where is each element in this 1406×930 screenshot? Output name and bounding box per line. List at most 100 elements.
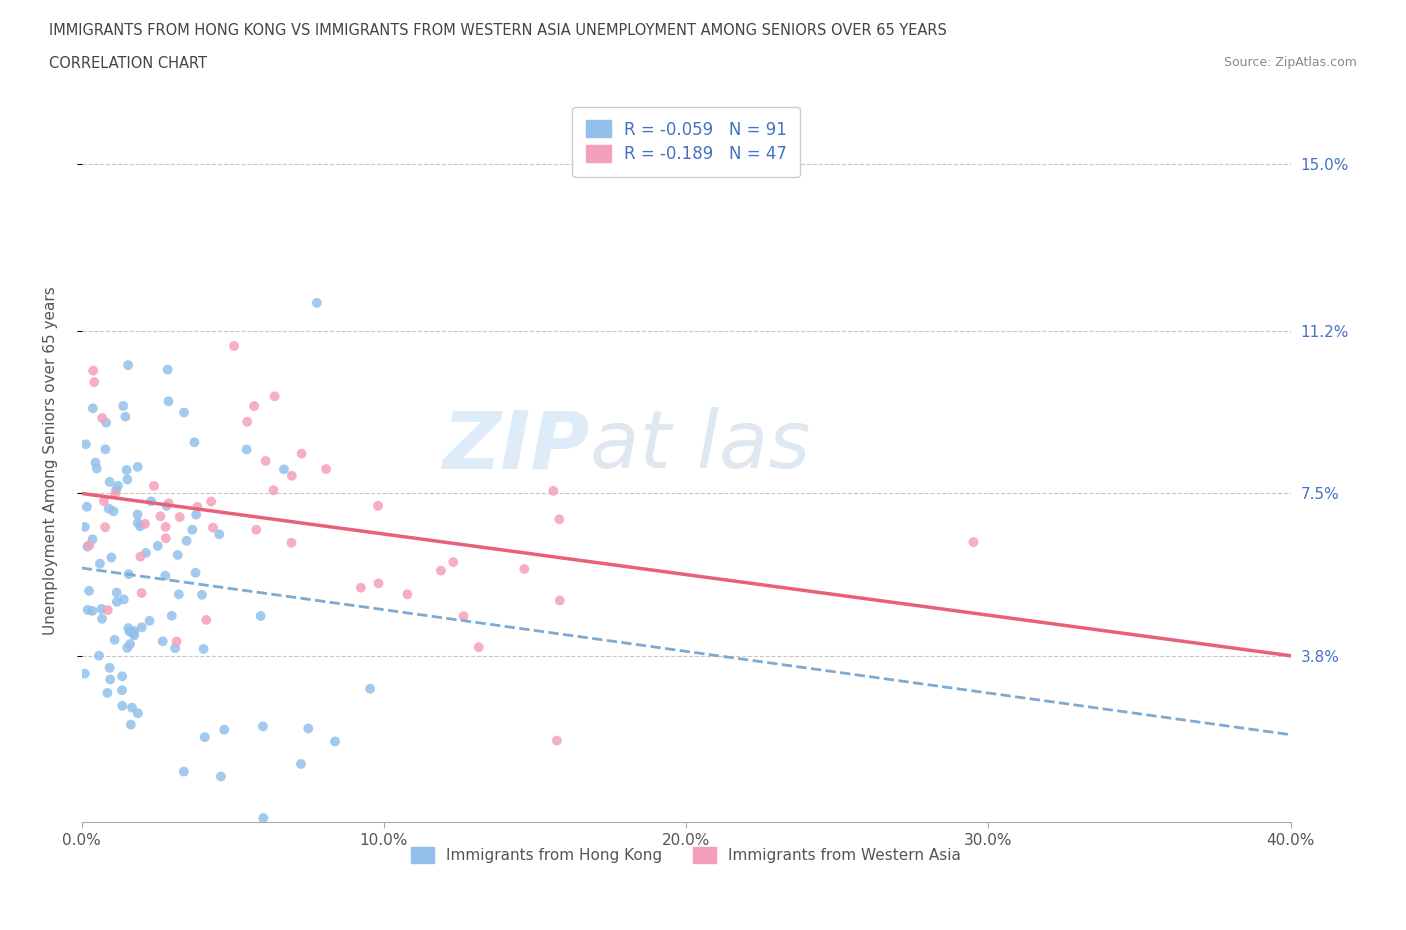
Point: [91, 410, 114, 425]
Point: [90, 602, 112, 617]
Point: [149, 509, 172, 524]
Point: [117, 620, 139, 635]
Point: [191, 588, 214, 603]
Point: [254, 454, 277, 469]
Point: [209, 769, 232, 784]
Point: [183, 435, 205, 450]
Point: [155, 520, 177, 535]
Point: [96, 685, 118, 700]
Point: [156, 362, 179, 377]
Point: [76, 499, 98, 514]
Point: [114, 409, 136, 424]
Y-axis label: Unemployment Among Seniors over 65 years: Unemployment Among Seniors over 65 years: [44, 286, 58, 635]
Text: ZIP: ZIP: [441, 407, 589, 485]
Text: IMMIGRANTS FROM HONG KONG VS IMMIGRANTS FROM WESTERN ASIA UNEMPLOYMENT AMONG SEN: IMMIGRANTS FROM HONG KONG VS IMMIGRANTS …: [49, 23, 948, 38]
Point: [173, 764, 195, 779]
Point: [513, 562, 536, 577]
Point: [104, 486, 127, 501]
Point: [105, 585, 128, 600]
Point: [134, 516, 156, 531]
Point: [121, 700, 143, 715]
Point: [76, 539, 98, 554]
Point: [86, 461, 108, 476]
Point: [97, 501, 120, 516]
Point: [350, 580, 373, 595]
Point: [127, 507, 149, 522]
Point: [962, 535, 984, 550]
Point: [124, 628, 146, 643]
Point: [89, 556, 111, 571]
Point: [98, 660, 121, 675]
Point: [93, 494, 115, 509]
Point: [243, 399, 266, 414]
Point: [103, 504, 125, 519]
Point: [297, 721, 319, 736]
Point: [143, 479, 166, 494]
Point: [146, 538, 169, 553]
Point: [280, 536, 302, 551]
Point: [367, 498, 389, 513]
Point: [208, 527, 231, 542]
Point: [176, 533, 198, 548]
Point: [236, 415, 259, 430]
Point: [139, 494, 162, 509]
Point: [184, 507, 207, 522]
Point: [94, 520, 117, 535]
Point: [82, 401, 104, 416]
Point: [82, 532, 104, 547]
Point: [194, 730, 217, 745]
Point: [73, 666, 96, 681]
Legend: Immigrants from Hong Kong, Immigrants from Western Asia: Immigrants from Hong Kong, Immigrants fr…: [405, 841, 967, 869]
Point: [127, 706, 149, 721]
Point: [155, 568, 177, 583]
Point: [118, 566, 141, 581]
Point: [546, 733, 568, 748]
Point: [100, 550, 122, 565]
Point: [323, 734, 346, 749]
Point: [263, 389, 285, 404]
Point: [104, 632, 127, 647]
Point: [543, 484, 565, 498]
Point: [222, 339, 245, 353]
Point: [173, 405, 195, 420]
Point: [122, 623, 145, 638]
Point: [115, 462, 138, 477]
Point: [117, 358, 139, 373]
Point: [195, 613, 218, 628]
Point: [249, 608, 271, 623]
Point: [135, 545, 157, 560]
Point: [184, 565, 207, 580]
Point: [94, 442, 117, 457]
Point: [201, 520, 224, 535]
Point: [105, 483, 128, 498]
Point: [97, 603, 120, 618]
Point: [367, 576, 389, 591]
Point: [273, 462, 295, 477]
Point: [73, 520, 96, 535]
Point: [120, 717, 142, 732]
Point: [75, 437, 97, 452]
Point: [98, 672, 121, 687]
Point: [281, 469, 304, 484]
Point: [112, 398, 135, 413]
Point: [167, 587, 190, 602]
Point: [193, 642, 215, 657]
Point: [152, 634, 174, 649]
Point: [111, 698, 134, 713]
Point: [214, 723, 236, 737]
Point: [290, 756, 312, 771]
Point: [115, 641, 138, 656]
Point: [291, 446, 314, 461]
Point: [117, 472, 139, 487]
Text: CORRELATION CHART: CORRELATION CHART: [49, 56, 207, 71]
Point: [111, 669, 134, 684]
Point: [127, 459, 149, 474]
Point: [131, 619, 153, 634]
Point: [83, 375, 105, 390]
Point: [430, 564, 453, 578]
Point: [315, 461, 337, 476]
Point: [160, 608, 183, 623]
Point: [94, 415, 117, 430]
Point: [245, 523, 267, 538]
Point: [252, 811, 274, 826]
